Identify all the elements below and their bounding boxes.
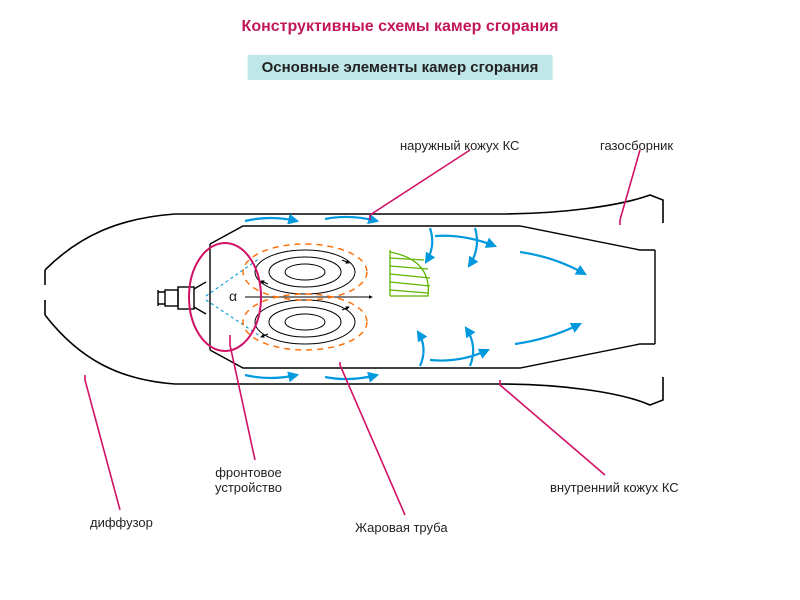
combustor-diagram: α — [0, 0, 800, 600]
fuel-nozzle-icon — [158, 282, 206, 314]
velocity-profile-icon — [390, 250, 430, 296]
label-flame-tube: Жаровая труба — [355, 520, 448, 535]
label-inner-casing: внутренний кожух КС — [550, 480, 679, 495]
recirculation-swirls — [245, 250, 372, 344]
leader-inner_casing — [500, 380, 605, 475]
leader-front_device — [230, 335, 255, 460]
leader-gas_collector — [620, 150, 640, 225]
label-front-device: фронтовоеустройство — [215, 465, 282, 495]
label-gas-collector: газосборник — [600, 138, 673, 153]
flow-arrows — [245, 217, 585, 379]
stage: Конструктивные схемы камер сгорания Осно… — [0, 0, 800, 600]
alpha-label: α — [229, 288, 237, 304]
leader-diffuser — [85, 375, 120, 510]
leader-flame_tube — [340, 362, 405, 515]
label-diffuser: диффузор — [90, 515, 153, 530]
label-outer-casing: наружный кожух КС — [400, 138, 519, 153]
leader-outer_casing — [370, 150, 470, 220]
